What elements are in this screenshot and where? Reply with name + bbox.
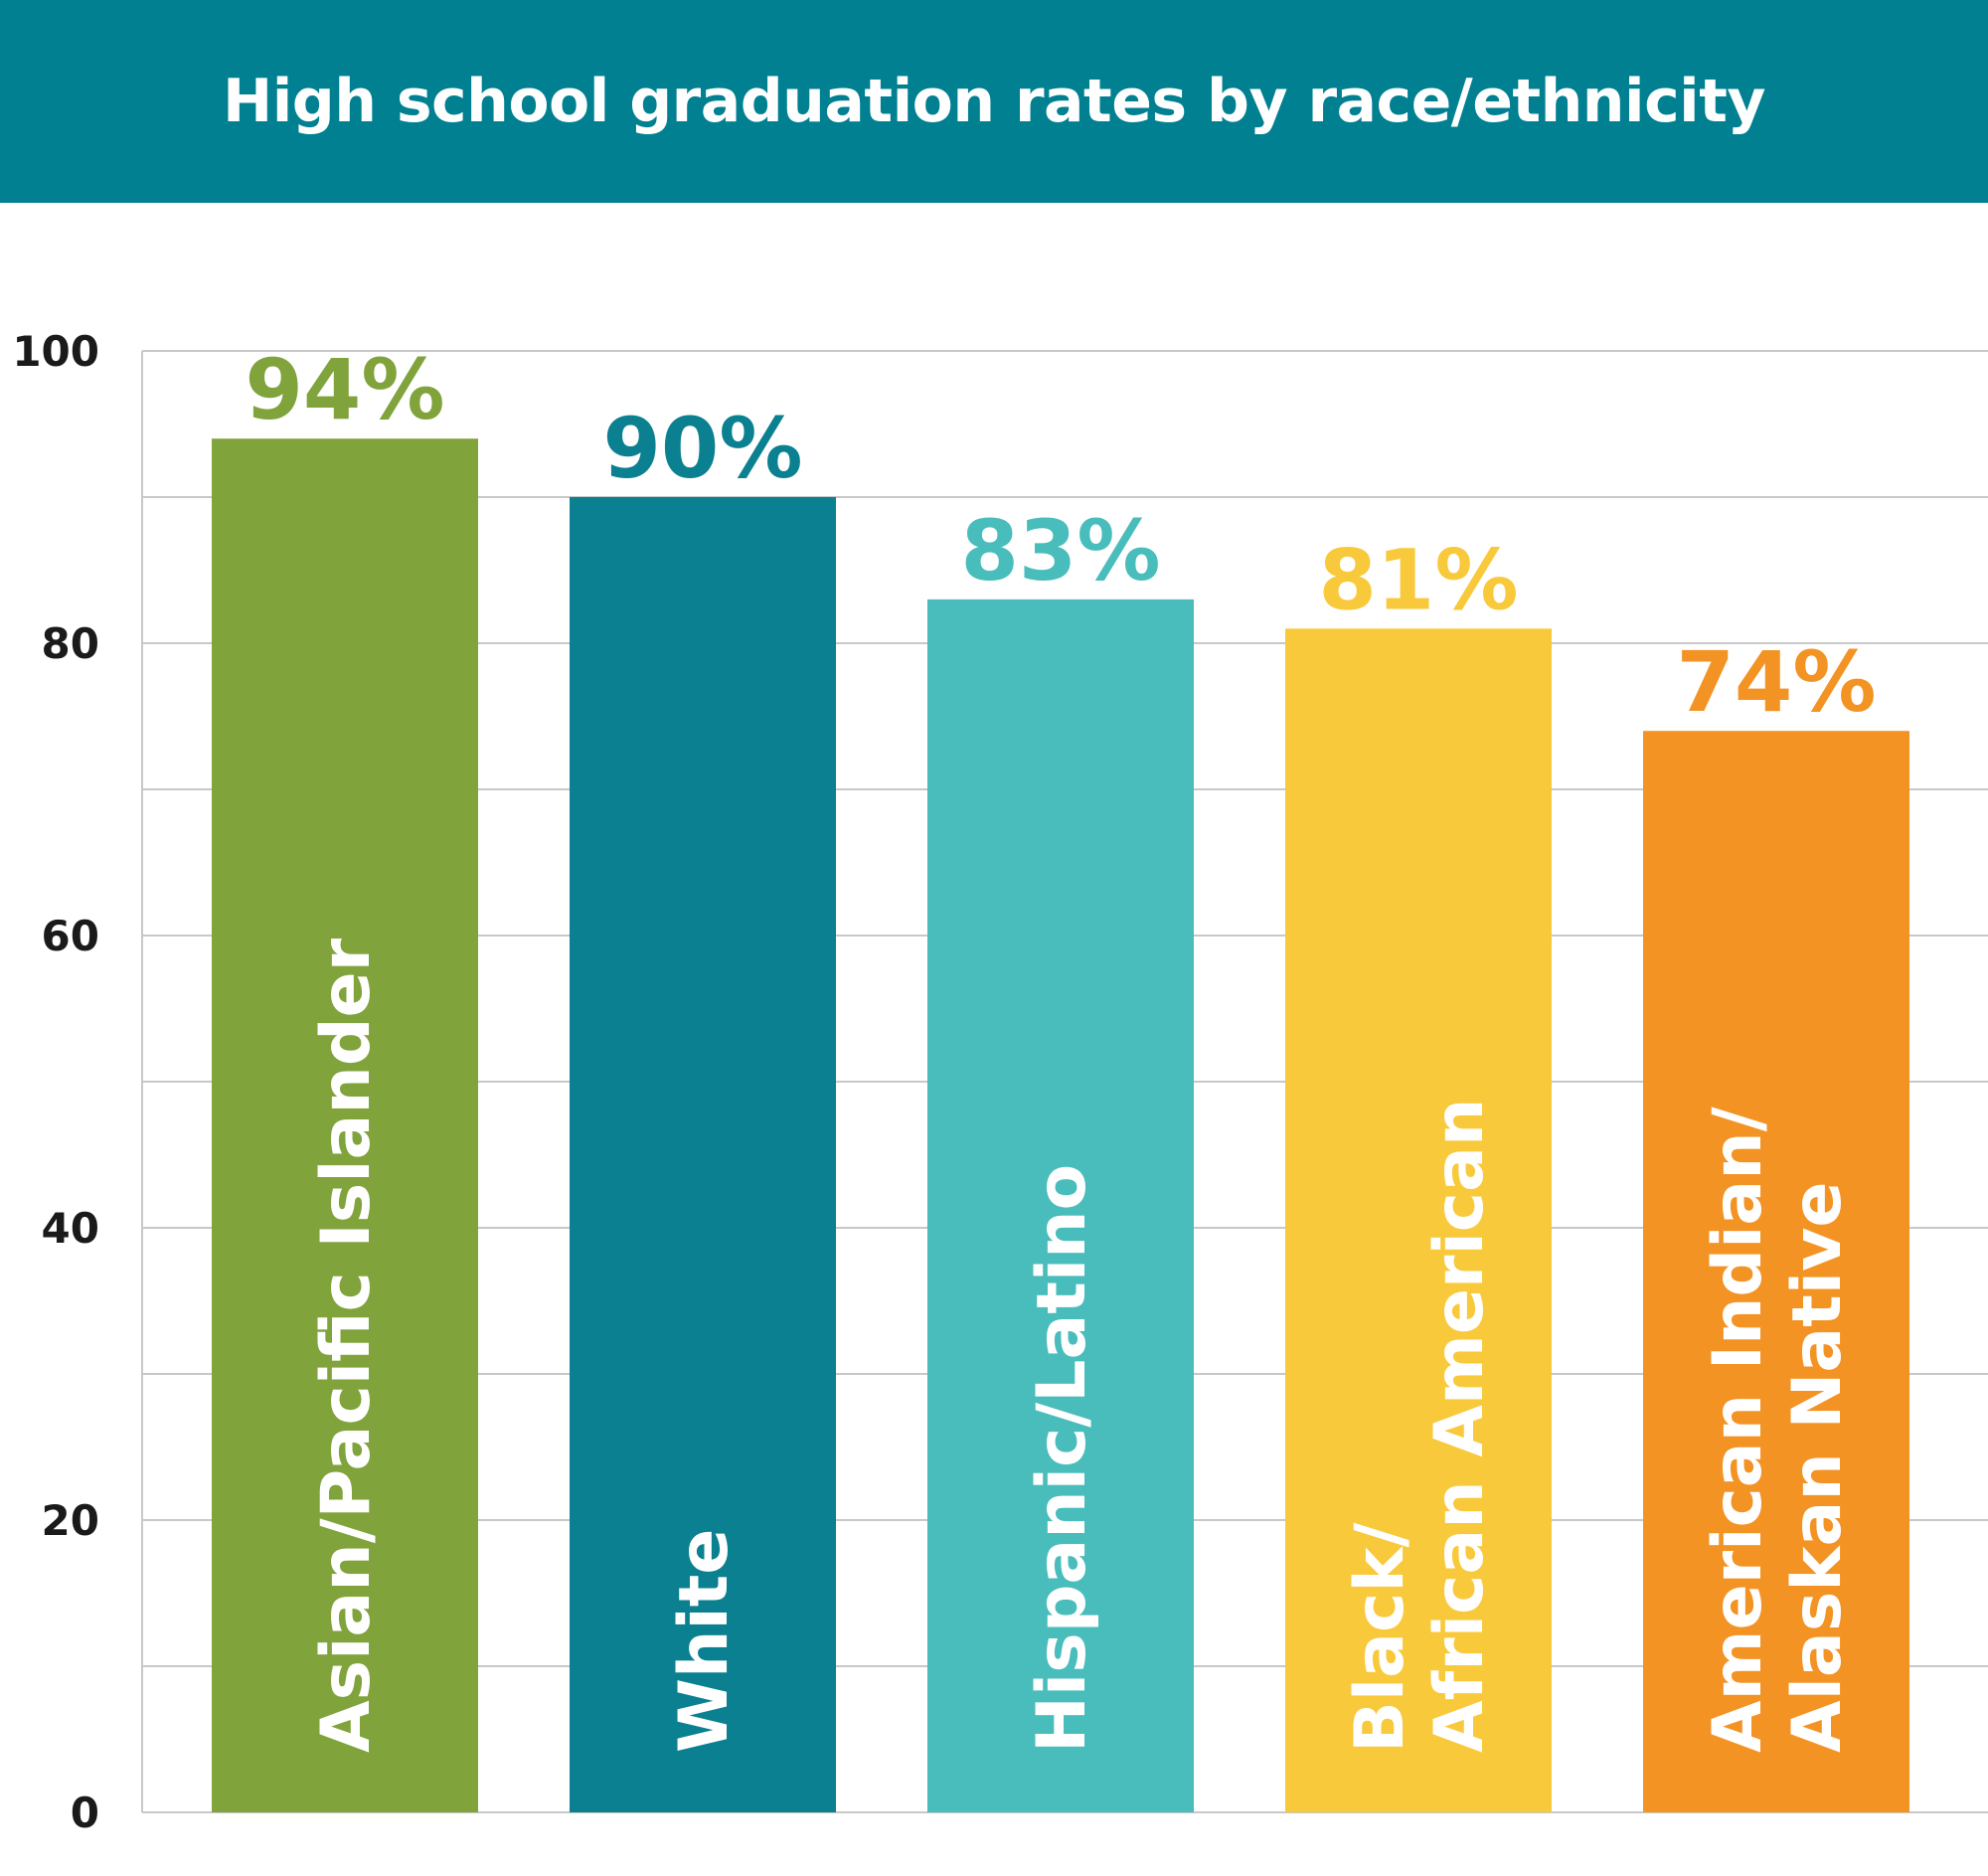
y-tick-label: 40 — [42, 1204, 99, 1253]
bar — [927, 598, 1194, 1812]
y-tick-label: 60 — [42, 912, 99, 960]
y-tick-label: 80 — [42, 619, 99, 668]
category-label: Hispanic/Latino — [1023, 1164, 1101, 1753]
category-label-line: American Indian/ — [1699, 1107, 1777, 1753]
category-label: Black/African American — [1341, 1099, 1499, 1753]
y-tick-label: 0 — [71, 1789, 99, 1837]
data-label: 94% — [245, 341, 444, 438]
data-label: 90% — [602, 400, 802, 497]
bars — [212, 438, 1909, 1813]
y-axis: 0 20 40 60 80 100 — [12, 327, 143, 1837]
data-label: 81% — [1318, 531, 1518, 628]
category-label-line: African American — [1420, 1099, 1499, 1753]
category-label-line: White — [665, 1529, 744, 1753]
data-label: 74% — [1676, 633, 1876, 731]
category-labels: Asian/Pacific Islander White Hispanic/Lati… — [307, 938, 1857, 1753]
category-label: White — [665, 1529, 744, 1753]
bar — [570, 497, 836, 1812]
category-label-line: Hispanic/Latino — [1023, 1164, 1101, 1753]
bar — [212, 438, 478, 1813]
category-label: American Indian/Alaskan Native — [1699, 1107, 1857, 1753]
data-label: 83% — [960, 502, 1160, 599]
data-labels: 94% 90% 83% 81% 74% — [245, 341, 1876, 731]
bar — [1285, 628, 1552, 1812]
title-banner — [0, 0, 1988, 203]
category-label-line: Asian/Pacific Islander — [307, 938, 386, 1753]
category-label-line: Alaskan Native — [1778, 1181, 1857, 1753]
chart-title: High school graduation rates by race/eth… — [222, 67, 1766, 136]
bar — [1643, 731, 1909, 1813]
y-tick-label: 100 — [12, 327, 99, 376]
y-tick-label: 20 — [42, 1496, 99, 1545]
category-label: Asian/Pacific Islander — [307, 938, 386, 1753]
category-label-line: Black/ — [1341, 1522, 1419, 1753]
